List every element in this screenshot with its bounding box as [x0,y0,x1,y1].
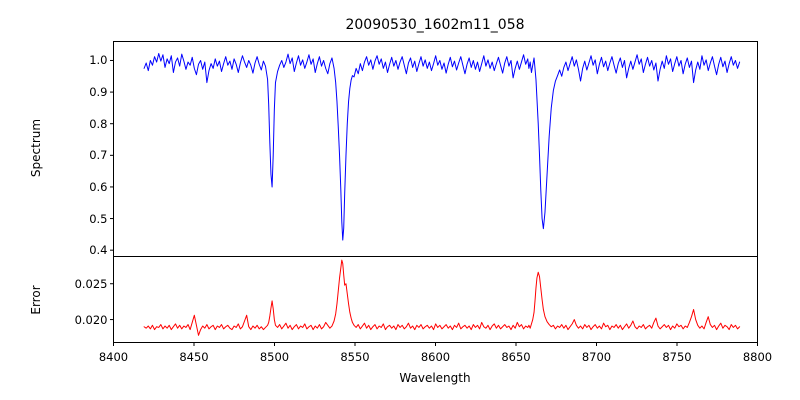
spectrum-ytick-label: 0.4 [89,243,108,258]
spectrum-panel-frame [113,41,758,257]
wavelength-xtick-label: 8750 [662,349,692,364]
wavelength-xtick-label: 8600 [420,349,451,364]
wavelength-xtick-label: 8450 [179,349,209,364]
wavelength-xtick-label: 8500 [259,349,290,364]
page-title: 20090530_1602m11_058 [345,17,525,33]
wavelength-xtick-label: 8550 [340,349,370,364]
error-panel-frame [113,256,758,343]
wavelength-xtick-label: 8400 [98,349,129,364]
spectrum-ytick-label: 1.0 [89,53,108,68]
error-ytick-label: 0.020 [74,312,108,327]
spectrum-panel [110,41,758,257]
error-data-line [143,259,741,336]
spectrum-ytick-marks [110,59,114,251]
spectrum-ytick-label: 0.6 [89,179,108,194]
wavelength-xtick-label: 8700 [581,349,612,364]
wavelength-xtick-label: 8800 [742,349,773,364]
wavelength-axis-label: Wavelength [399,371,471,385]
error-panel [110,256,758,346]
spectrum-ytick-label: 0.5 [89,211,108,226]
spectrum-ytick-label: 0.7 [89,148,108,163]
spectrum-data-line [143,53,741,241]
error-ytick-marks [110,283,114,321]
wavelength-xtick-label: 8650 [501,349,531,364]
wavelength-xtick-marks [113,342,758,346]
spectrum-ytick-label: 0.9 [89,85,108,100]
spectrum-ytick-label: 0.8 [89,116,108,131]
error-ytick-label: 0.025 [74,276,108,291]
